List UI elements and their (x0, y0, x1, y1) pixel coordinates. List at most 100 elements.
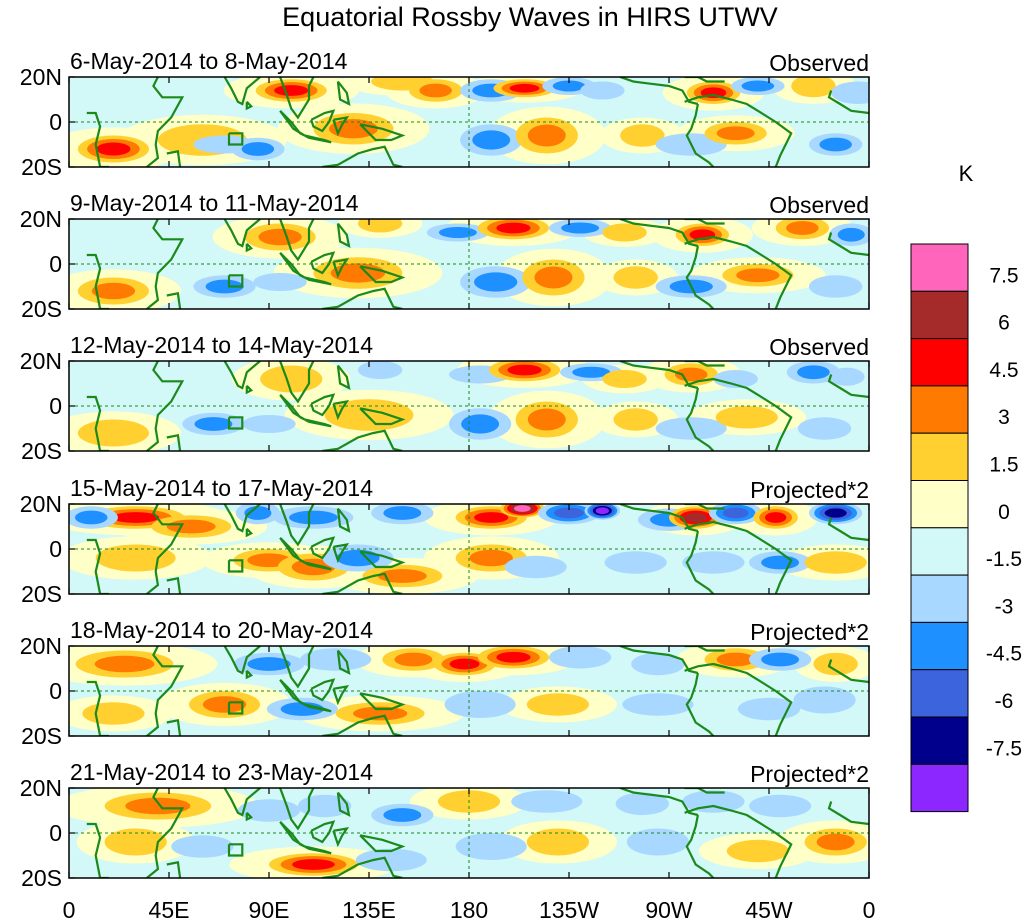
y-tick-label: 0 (49, 678, 62, 704)
colorbar-swatch (910, 432, 969, 482)
coastline (279, 394, 306, 421)
coastline (227, 416, 244, 430)
colorbar-swatch (910, 385, 969, 434)
wave-anomaly-positive (112, 512, 160, 523)
coastline (146, 219, 185, 309)
coastline (685, 387, 715, 451)
coastline (827, 232, 869, 257)
wave-anomaly-negative (242, 415, 296, 433)
wave-anomaly-negative (74, 510, 108, 525)
coastline (685, 814, 715, 878)
wave-anomaly-negative (793, 686, 856, 714)
colorbar-label: 3 (998, 406, 1010, 429)
coastline (684, 662, 793, 736)
y-tick-label: 20N (20, 64, 62, 90)
x-tick-label: 135W (539, 897, 599, 922)
coastline (304, 134, 332, 144)
coastline (685, 245, 715, 309)
colorbar-label: -4.5 (986, 643, 1022, 666)
panel-1: 20N 0 20S 6-May-2014 to 8-May-2014 Observed (20, 48, 870, 180)
wave-anomaly-negative (824, 508, 847, 518)
coastline (279, 788, 315, 831)
coastline (685, 103, 715, 167)
panel-field (69, 788, 869, 878)
coastline (227, 559, 244, 573)
coastline (322, 572, 403, 594)
y-tick-label: 20N (20, 633, 62, 659)
coastline (223, 504, 261, 533)
wave-anomaly-negative (829, 367, 865, 386)
y-tick-label: 0 (49, 536, 62, 562)
wave-anomaly-negative (749, 794, 812, 818)
coastline (166, 149, 182, 167)
panel-field (69, 646, 869, 736)
coastline (359, 123, 406, 142)
wave-anomaly-positive (82, 702, 145, 725)
y-tick-label: 0 (49, 109, 62, 135)
coastline (86, 111, 109, 167)
coastline (685, 672, 715, 736)
wave-anomaly-positive (258, 228, 302, 246)
wave-anomaly-positive (613, 266, 658, 289)
coastline (336, 222, 351, 248)
coastline (227, 274, 244, 288)
coastline (359, 834, 406, 853)
x-tick-label: 45W (745, 897, 793, 922)
panel-4: 20N 0 20S 15-May-2014 to 17-May-2014 Project… (20, 475, 870, 607)
coastline (827, 374, 869, 399)
wave-anomaly-negative (461, 414, 500, 434)
colorbar-swatch (910, 527, 969, 576)
wave-anomaly-positive (274, 85, 309, 96)
coastline (146, 361, 185, 451)
coastline (684, 804, 793, 878)
y-tick-label: 20N (20, 348, 62, 374)
coastline (86, 680, 109, 736)
coastline (146, 788, 185, 878)
wave-anomaly-positive (496, 222, 531, 234)
x-tick-label: 135E (342, 897, 396, 922)
colorbar-swatch (910, 480, 969, 529)
wave-anomaly-positive (260, 365, 323, 393)
colorbar-swatch (910, 243, 969, 292)
wave-anomaly-negative (626, 828, 690, 856)
coastline (304, 276, 332, 286)
y-tick-label: 0 (49, 820, 62, 846)
wave-anomaly-positive (534, 266, 573, 289)
panel-label: Observed (769, 334, 869, 360)
wave-anomaly-negative (615, 792, 669, 815)
wave-anomaly-positive (474, 512, 509, 523)
coastline (619, 504, 699, 533)
coastline (322, 714, 403, 736)
wave-anomaly-positive (726, 839, 790, 863)
wave-anomaly-negative (797, 417, 852, 440)
wave-anomaly-positive (469, 549, 513, 567)
wave-anomaly-negative (561, 222, 600, 234)
wave-anomaly-positive (526, 828, 590, 856)
panel-field (69, 504, 869, 594)
wave-anomaly-negative (761, 652, 800, 667)
panel-label: Projected*2 (750, 761, 869, 787)
wave-anomaly-negative (247, 657, 291, 671)
panel-2: 20N 0 20S 9-May-2014 to 11-May-2014 Observed (20, 190, 870, 322)
colorbar-label: 6 (998, 312, 1010, 335)
x-tick-label: 0 (863, 897, 876, 922)
panel-date-range: 6-May-2014 to 8-May-2014 (70, 48, 348, 74)
coastline (166, 433, 182, 451)
wave-anomaly-negative (837, 227, 865, 242)
y-tick-label: 20N (20, 775, 62, 801)
wave-anomaly-negative (253, 273, 307, 291)
colorbar-swatch (910, 574, 969, 623)
wave-anomaly-positive (77, 419, 149, 447)
coastline (332, 257, 350, 279)
wave-anomaly-positive (291, 558, 336, 576)
coastline (684, 646, 725, 652)
coastline (223, 77, 261, 106)
wave-anomaly-positive (684, 512, 707, 523)
wave-anomaly-negative (572, 366, 611, 378)
coastline (336, 364, 351, 390)
wave-anomaly-negative (682, 551, 745, 574)
coastline (332, 826, 350, 848)
coastline (827, 517, 869, 542)
panel-label: Observed (769, 192, 869, 218)
wave-anomaly-negative (472, 130, 511, 150)
